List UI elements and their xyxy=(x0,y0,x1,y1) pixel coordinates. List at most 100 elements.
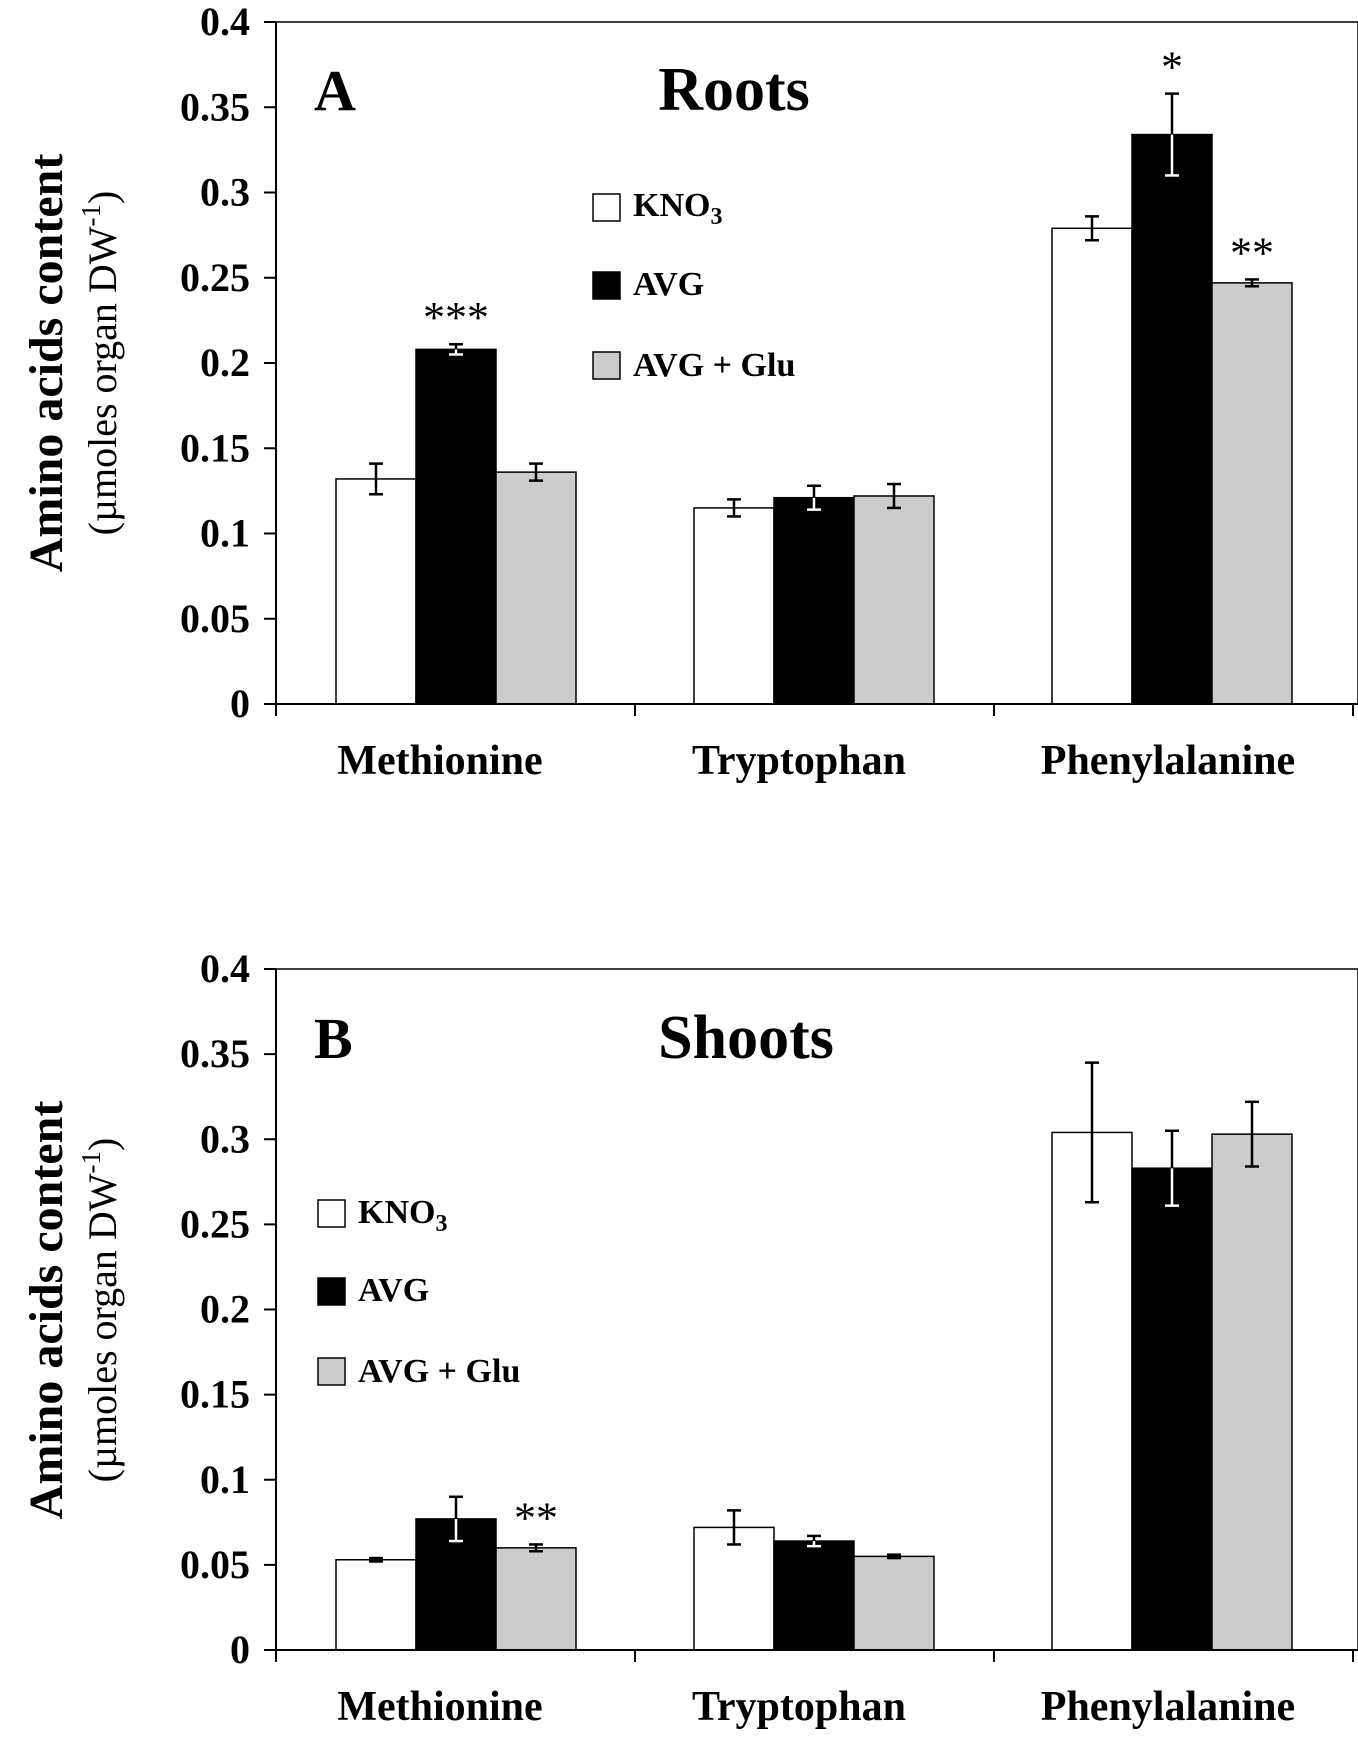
bar-tryptophan-kno3 xyxy=(693,1526,775,1651)
bar-tryptophan-avg-glu xyxy=(853,1555,935,1651)
significance-phenylalanine-avg: * xyxy=(1161,43,1183,92)
y-axis-title-line1: Amino acids content xyxy=(20,154,73,573)
panel-letter: B xyxy=(314,1006,353,1071)
legend: KNO3 AVG AVG + Glu xyxy=(317,1194,520,1390)
error-bar-tryptophan-avg-glu xyxy=(887,482,901,510)
bar-phenylalanine-avg xyxy=(1131,133,1213,705)
legend-label-kno3: KNO3 xyxy=(633,187,722,230)
bar-group xyxy=(335,133,1293,705)
y-axis-title-line1: Amino acids content xyxy=(20,1101,73,1520)
y-tick-label: 0.2 xyxy=(200,1287,250,1332)
error-bar-methionine-kno3 xyxy=(369,1556,383,1563)
y-tick-label: 0.25 xyxy=(180,1201,250,1246)
legend-label-avg-glu: AVG + Glu xyxy=(633,347,795,384)
y-tick-label: 0.15 xyxy=(180,1372,250,1417)
error-bar-tryptophan-kno3 xyxy=(727,498,741,518)
error-bar-tryptophan-kno3 xyxy=(727,1509,741,1546)
panel-title: Roots xyxy=(658,56,810,124)
bar-methionine-avg-glu xyxy=(495,1547,577,1651)
error-bar-tryptophan-avg xyxy=(807,484,821,511)
bar-methionine-kno3 xyxy=(335,478,417,705)
legend-label-avg: AVG xyxy=(633,266,704,303)
bar-tryptophan-avg xyxy=(773,496,855,705)
bar-phenylalanine-avg-glu xyxy=(1211,1133,1293,1651)
legend-swatch-kno3 xyxy=(317,1199,346,1228)
error-bar-methionine-avg-glu xyxy=(529,462,543,482)
category-label-phenylalanine: Phenylalanine xyxy=(1041,1684,1295,1730)
error-bar-tryptophan-avg xyxy=(807,1534,821,1548)
error-bar-tryptophan-avg-glu xyxy=(887,1553,901,1560)
error-bar-methionine-kno3 xyxy=(369,462,383,496)
error-bar-methionine-avg xyxy=(449,1495,463,1543)
bar-phenylalanine-avg xyxy=(1131,1167,1213,1651)
panel-title: Shoots xyxy=(658,1004,834,1072)
bar-group xyxy=(335,1131,1293,1651)
error-bar-phenylalanine-avg xyxy=(1165,92,1179,177)
error-bar-group xyxy=(369,92,1259,518)
y-tick-label: 0.35 xyxy=(180,1031,250,1076)
bar-tryptophan-avg xyxy=(773,1540,855,1651)
significance-group: ** xyxy=(514,1493,558,1542)
y-tick-label: 0.4 xyxy=(200,0,250,44)
bar-phenylalanine-kno3 xyxy=(1051,1131,1133,1651)
bar-tryptophan-kno3 xyxy=(693,507,775,705)
y-axis-title: Amino acids content (µmoles organ DW-1) xyxy=(20,1101,125,1520)
axes-group xyxy=(264,21,1358,716)
y-tick-label: 0.05 xyxy=(180,1542,250,1587)
bar-methionine-avg xyxy=(415,348,497,705)
error-bar-phenylalanine-avg xyxy=(1165,1129,1179,1207)
legend-label-avg: AVG xyxy=(358,1272,429,1309)
y-tick-label-group: 0 0.05 0.1 0.15 0.2 0.25 0.3 0.35 0.4 xyxy=(180,0,250,726)
significance-group: ****** xyxy=(423,43,1274,343)
y-tick-label: 0.15 xyxy=(180,425,250,470)
y-tick-label: 0.1 xyxy=(200,1457,250,1502)
y-axis-title-line2: (µmoles organ DW-1) xyxy=(76,191,125,536)
category-label-tryptophan: Tryptophan xyxy=(692,738,906,784)
y-tick-label: 0.35 xyxy=(180,84,250,129)
legend-swatch-avg xyxy=(317,1277,346,1306)
error-bar-phenylalanine-kno3 xyxy=(1085,215,1099,242)
category-label-methionine: Methionine xyxy=(337,1684,542,1730)
bar-tryptophan-avg-glu xyxy=(853,495,935,705)
panel-letter: A xyxy=(314,58,356,123)
legend-swatch-avg xyxy=(592,271,621,300)
y-tick-label: 0.05 xyxy=(180,596,250,641)
legend: KNO3 AVG AVG + Glu xyxy=(592,187,795,384)
error-bar-group xyxy=(369,1061,1259,1563)
y-tick-label: 0 xyxy=(230,681,250,726)
error-bar-methionine-avg xyxy=(449,342,463,356)
legend-label-avg-glu: AVG + Glu xyxy=(358,1353,520,1390)
panel-roots: ****** 00.050.10.150.20.250.30.350.4 A R… xyxy=(20,0,1358,784)
error-bar-phenylalanine-avg-glu xyxy=(1245,278,1259,288)
y-tick-label-group: 0 0.05 0.1 0.15 0.2 0.25 0.3 0.35 0.4 xyxy=(180,946,250,1672)
y-tick-label: 0.4 xyxy=(200,946,250,991)
y-tick-label: 0.2 xyxy=(200,340,250,385)
y-tick-label: 0.3 xyxy=(200,170,250,215)
category-label-phenylalanine: Phenylalanine xyxy=(1041,738,1295,784)
panel-shoots: ** 0 0.05 0.1 0.15 0.2 0.25 0.3 0.35 0.4 B Shoot… xyxy=(20,946,1358,1730)
bar-phenylalanine-avg-glu xyxy=(1211,282,1293,705)
y-axis-title: Amino acids content (µmoles organ DW-1) xyxy=(20,154,125,573)
bar-methionine-kno3 xyxy=(335,1559,417,1651)
y-tick-label: 0 xyxy=(230,1627,250,1672)
y-tick-label: 0.25 xyxy=(180,255,250,300)
significance-phenylalanine-avg-glu: ** xyxy=(1230,228,1274,277)
legend-swatch-avg-glu xyxy=(592,351,621,380)
error-bar-methionine-avg-glu xyxy=(529,1543,543,1553)
y-axis-title-line2: (µmoles organ DW-1) xyxy=(76,1138,125,1483)
significance-methionine-avg: *** xyxy=(423,293,489,342)
category-label-methionine: Methionine xyxy=(337,738,542,784)
category-label-tryptophan: Tryptophan xyxy=(692,1684,906,1730)
legend-swatch-avg-glu xyxy=(317,1357,346,1386)
legend-label-kno3: KNO3 xyxy=(358,1194,447,1237)
error-bar-phenylalanine-kno3 xyxy=(1085,1061,1099,1204)
y-tick-label: 0.1 xyxy=(200,511,250,556)
legend-swatch-kno3 xyxy=(592,193,621,222)
error-bar-phenylalanine-avg-glu xyxy=(1245,1100,1259,1168)
bar-methionine-avg-glu xyxy=(495,471,577,705)
significance-methionine-avg-glu: ** xyxy=(514,1493,558,1542)
y-tick-label: 0.3 xyxy=(200,1116,250,1161)
axes-group xyxy=(264,968,1358,1662)
bar-phenylalanine-kno3 xyxy=(1051,227,1133,705)
